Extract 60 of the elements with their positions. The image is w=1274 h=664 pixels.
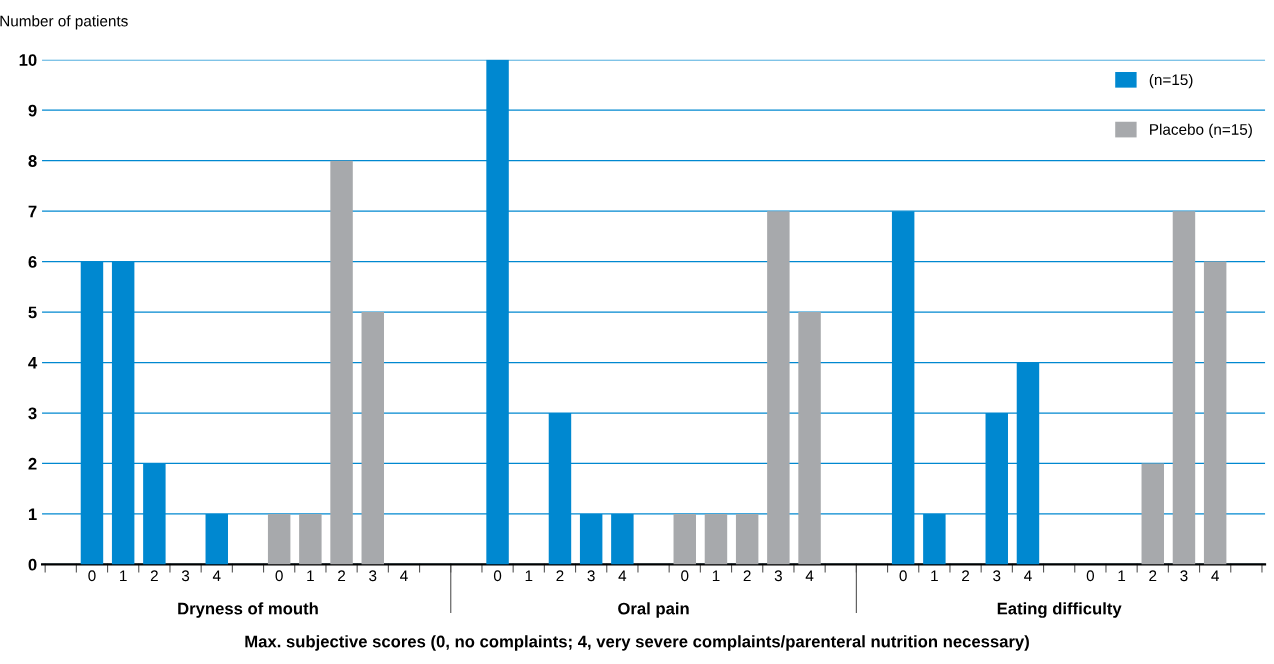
legend-label: Placebo (n=15) xyxy=(1150,123,1252,138)
y-tick-label: 2 xyxy=(28,457,37,470)
text: Eating difficulty xyxy=(997,602,1122,618)
bar xyxy=(1172,211,1196,565)
y-tick-label: 0 xyxy=(28,558,37,571)
x-tick-label: 1 xyxy=(525,570,533,582)
bar xyxy=(1141,463,1164,565)
x-tick-label: 4 xyxy=(1211,570,1219,582)
legend-label: (n=15) xyxy=(1149,73,1193,89)
x-tick-label: 3 xyxy=(369,570,377,582)
x-tick-label: 4 xyxy=(212,570,221,582)
bar xyxy=(735,513,759,565)
x-tick-label: 0 xyxy=(275,570,283,582)
x-tick-label: 3 xyxy=(774,570,782,582)
x-tick-label: 3 xyxy=(1180,570,1188,582)
y-tick-label: 6 xyxy=(28,256,37,268)
x-tick-label: 1 xyxy=(307,570,314,582)
bar xyxy=(704,513,728,565)
x-tick-label: 0 xyxy=(681,570,689,582)
x-tick-label: 1 xyxy=(1118,570,1126,582)
x-tick-label: 0 xyxy=(1086,570,1095,582)
y-tick-label: 3 xyxy=(28,407,37,420)
x-tick-label: 2 xyxy=(962,570,970,582)
x-tick-label: 4 xyxy=(400,570,408,582)
x-tick-label: 0 xyxy=(88,570,96,582)
text: Oral pain xyxy=(618,602,689,618)
bar xyxy=(267,513,291,565)
y-tick-label: 1 xyxy=(28,508,37,520)
y-tick-label: 7 xyxy=(28,205,37,218)
x-tick-label: 3 xyxy=(587,570,595,582)
y-tick-label: 9 xyxy=(28,104,37,117)
x-tick-label: 1 xyxy=(931,570,938,582)
x-tick-label: 1 xyxy=(712,570,720,582)
x-tick-label: 2 xyxy=(338,570,346,582)
x-tick-label: 3 xyxy=(993,570,1001,582)
x-axis-title: Max. subjective scores (0, no complaints; 4, very severe complaints/parenteral nutrition necessary) xyxy=(245,635,1029,651)
bar xyxy=(767,211,790,565)
text: Dryness of mouth xyxy=(178,602,318,618)
y-tick-label: 8 xyxy=(28,155,37,167)
x-tick-label: 0 xyxy=(493,570,502,582)
bar xyxy=(673,513,696,565)
x-tick-label: 1 xyxy=(120,570,127,582)
x-tick-label: 4 xyxy=(618,570,627,582)
x-tick-label: 2 xyxy=(556,570,564,582)
y-tick-label: 4 xyxy=(28,357,38,369)
x-tick-label: 4 xyxy=(1024,570,1032,582)
bar xyxy=(361,312,384,565)
y-tick-label: 5 xyxy=(28,306,37,319)
y-axis-title: Number of patients xyxy=(0,15,128,30)
x-tick-label: 3 xyxy=(181,570,190,582)
x-tick-label: 0 xyxy=(899,570,907,582)
bar xyxy=(798,312,821,565)
y-tick-label: 10 xyxy=(19,54,37,66)
x-tick-label: 2 xyxy=(743,570,751,582)
bar xyxy=(299,513,322,565)
x-tick-label: 4 xyxy=(805,570,814,582)
bar xyxy=(330,160,353,565)
x-tick-label: 2 xyxy=(1149,570,1157,582)
bar xyxy=(1203,261,1227,565)
x-tick-label: 2 xyxy=(150,570,158,582)
